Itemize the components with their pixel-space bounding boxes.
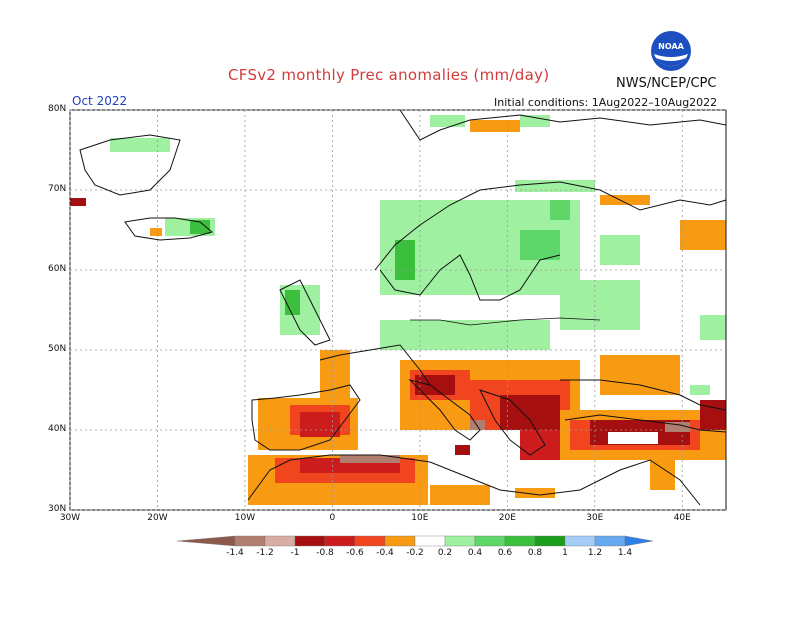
anomaly-cell xyxy=(340,455,400,463)
lon-tick-label: 0 xyxy=(329,513,336,523)
colorbar-label: -1 xyxy=(290,548,300,558)
map-title: CFSv2 monthly Prec anomalies (mm/day) xyxy=(228,66,550,84)
colorbar-label: -0.8 xyxy=(316,548,334,558)
svg-text:NOAA: NOAA xyxy=(658,42,684,51)
colorbar-label: 1 xyxy=(562,548,568,558)
lat-tick-label: 30N xyxy=(48,504,67,514)
anomaly-cell xyxy=(190,220,210,234)
anomaly-cell xyxy=(560,280,640,330)
colorbar-swatch xyxy=(534,535,566,547)
anomaly-cell xyxy=(600,235,640,265)
anomaly-cell xyxy=(470,420,485,430)
colorbar-label: -0.2 xyxy=(406,548,424,558)
colorbar-label: 0.2 xyxy=(437,548,453,558)
colorbar-label: -0.4 xyxy=(376,548,394,558)
anomaly-cell xyxy=(520,430,560,460)
colorbar-label: -1.4 xyxy=(226,548,244,558)
colorbar-swatch xyxy=(624,535,654,547)
anomaly-cell xyxy=(455,445,470,455)
colorbar-label: 0.6 xyxy=(497,548,513,558)
colorbar-swatch xyxy=(504,535,536,547)
lon-tick-label: 20E xyxy=(498,513,516,523)
colorbar-swatch xyxy=(474,535,506,547)
colorbar-swatch xyxy=(294,535,326,547)
colorbar-swatch xyxy=(176,535,236,547)
lon-tick-label: 40E xyxy=(673,513,691,523)
colorbar-swatch xyxy=(234,535,266,547)
lon-tick-label: 10W xyxy=(234,513,256,523)
anomaly-cell xyxy=(520,115,550,127)
anomaly-cell xyxy=(700,400,726,430)
colorbar-label: 0.8 xyxy=(527,548,543,558)
anomaly-cell xyxy=(470,120,520,132)
colorbar-swatch xyxy=(354,535,386,547)
anomaly-cell xyxy=(285,290,300,315)
anomaly-cell xyxy=(430,115,465,127)
colorbar-swatch xyxy=(564,535,596,547)
colorbar-swatch xyxy=(444,535,476,547)
lon-tick-label: 30E xyxy=(586,513,604,523)
anomaly-cell xyxy=(650,455,675,490)
anomaly-cell xyxy=(70,198,86,206)
lat-tick-label: 40N xyxy=(48,424,67,434)
anomaly-cell xyxy=(700,315,726,340)
anomaly-cell xyxy=(608,432,658,444)
lat-tick-label: 70N xyxy=(48,184,67,194)
anomaly-cell xyxy=(640,355,665,365)
colorbar-label: -1.2 xyxy=(256,548,274,558)
noaa-logo-icon: NOAA xyxy=(651,31,691,71)
colorbar-swatch xyxy=(324,535,356,547)
grid-lines xyxy=(69,109,727,511)
lon-tick-label: 20W xyxy=(147,513,168,523)
anomaly-cell xyxy=(380,320,550,350)
lat-tick-label: 50N xyxy=(48,344,67,354)
anomaly-cell xyxy=(690,385,710,395)
agency-label: NWS/NCEP/CPC xyxy=(616,76,717,91)
coastlines xyxy=(79,109,727,506)
anomaly-cell xyxy=(300,412,340,437)
lon-tick-label: 30W xyxy=(59,513,81,523)
colorbar-swatch xyxy=(414,535,446,547)
anomaly-cell xyxy=(600,195,650,205)
anomaly-cell xyxy=(500,395,560,430)
colorbar-swatch xyxy=(264,535,296,547)
colorbar-swatch xyxy=(384,535,416,547)
anomaly-cell xyxy=(415,375,455,395)
anomaly-cell xyxy=(515,180,595,192)
anomaly-cell xyxy=(680,220,726,250)
anomaly-cell xyxy=(550,200,570,220)
anomaly-cell xyxy=(110,138,170,152)
lat-tick-label: 60N xyxy=(48,264,67,274)
anomaly-cell xyxy=(665,422,690,432)
lon-tick-label: 10E xyxy=(411,513,429,523)
colorbar-label: 0.4 xyxy=(467,548,483,558)
colorbar-label: 1.2 xyxy=(587,548,603,558)
forecast-month: Oct 2022 xyxy=(72,94,128,108)
anomaly-cell xyxy=(520,230,560,260)
lat-tick-label: 80N xyxy=(48,104,67,114)
initial-conditions: Initial conditions: 1Aug2022–10Aug2022 xyxy=(494,96,718,109)
anomaly-cell xyxy=(150,228,162,236)
colorbar-label: 1.4 xyxy=(617,548,633,558)
anomaly-cells xyxy=(70,115,726,505)
anomaly-cell xyxy=(430,485,490,505)
colorbar-swatch xyxy=(594,535,626,547)
anomaly-cell xyxy=(515,488,555,498)
colorbar-label: -0.6 xyxy=(346,548,364,558)
